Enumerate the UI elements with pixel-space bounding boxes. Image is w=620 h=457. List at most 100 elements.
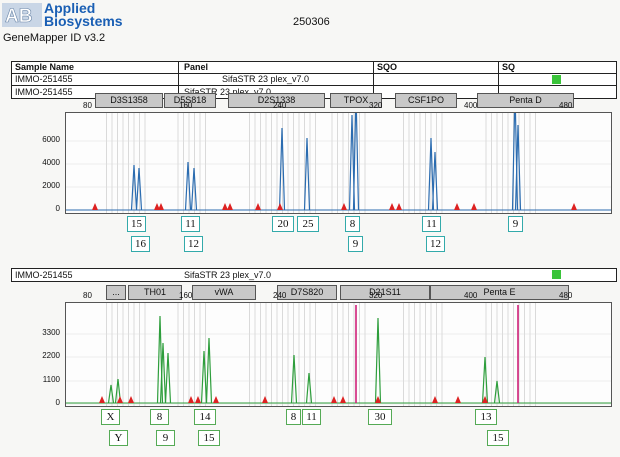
- x-tick-label: 400: [464, 101, 478, 110]
- allele-call-label[interactable]: X: [101, 409, 120, 425]
- size-standard-marker: [99, 396, 105, 403]
- x-tick-label: 240: [273, 101, 287, 110]
- col-sample-name: Sample Name: [15, 62, 75, 72]
- allele-call-label[interactable]: 12: [184, 236, 203, 252]
- allele-call-label[interactable]: 16: [131, 236, 150, 252]
- peak: [135, 167, 143, 211]
- x-tick-label: 480: [559, 101, 573, 110]
- allele-call-label[interactable]: 15: [198, 430, 220, 446]
- trace-svg: [66, 303, 611, 406]
- brand-line-2: Biosystems: [44, 13, 123, 29]
- x-tick-label: 160: [179, 291, 193, 300]
- size-standard-marker: [455, 396, 461, 403]
- applied-biosystems-logo: AB: [2, 3, 42, 27]
- marker-vwa: vWA: [192, 285, 256, 300]
- panel-divider: [373, 86, 374, 98]
- y-tick-label: 4000: [42, 158, 60, 167]
- brand-line-1: Applied: [44, 0, 96, 16]
- allele-call-label[interactable]: 15: [487, 430, 509, 446]
- panel-divider: [498, 86, 499, 98]
- trace-plot[interactable]: [65, 112, 612, 214]
- size-standard-marker: [571, 203, 577, 210]
- app-name: GeneMapper ID v3.2: [3, 32, 106, 44]
- sample-table: Sample Name Panel SQO SQ IMMO-251455 Sif…: [11, 61, 617, 86]
- peak: [190, 167, 198, 211]
- x-tick-label: 320: [369, 101, 383, 110]
- sq-status-indicator: [552, 75, 561, 84]
- size-standard-marker: [188, 396, 194, 403]
- marker-penta-d: Penta D: [477, 93, 574, 108]
- size-standard-marker: [277, 203, 283, 210]
- y-tick-label: 2200: [42, 351, 60, 360]
- size-standard-marker: [331, 396, 337, 403]
- allele-call-label[interactable]: 12: [426, 236, 445, 252]
- allele-call-label[interactable]: 11: [302, 409, 321, 425]
- allele-call-label[interactable]: 15: [127, 216, 146, 232]
- peak: [164, 352, 172, 404]
- trace-plot[interactable]: [65, 302, 612, 407]
- marker-d7s820: D7S820: [277, 285, 337, 300]
- size-standard-marker: [471, 203, 477, 210]
- allele-call-label[interactable]: 8: [345, 216, 360, 232]
- allele-call-label[interactable]: 13: [475, 409, 497, 425]
- size-standard-marker: [213, 396, 219, 403]
- marker-d5s818: D5S818: [164, 93, 216, 108]
- col-panel: Panel: [184, 62, 209, 72]
- allele-call-label[interactable]: 11: [181, 216, 200, 232]
- panel-2-kit: SifaSTR 23 plex_v7.0: [184, 270, 272, 280]
- x-tick-label: 480: [559, 291, 573, 300]
- peak: [305, 372, 313, 404]
- peak: [493, 380, 501, 404]
- sample-name-value: IMMO-251455: [15, 74, 73, 84]
- panel-1-sample: IMMO-251455: [15, 87, 73, 97]
- peak: [184, 161, 192, 211]
- x-tick-label: 400: [464, 291, 478, 300]
- size-standard-marker: [454, 203, 460, 210]
- panel-divider: [178, 86, 179, 98]
- allele-call-label[interactable]: 8: [150, 409, 169, 425]
- size-standard-marker: [154, 203, 160, 210]
- trace-svg: [66, 113, 611, 213]
- allele-call-label[interactable]: 9: [156, 430, 175, 446]
- peak: [278, 127, 286, 211]
- allele-call-label[interactable]: 30: [368, 409, 392, 425]
- y-tick-label: 6000: [42, 135, 60, 144]
- size-standard-marker: [432, 396, 438, 403]
- peak: [114, 378, 122, 404]
- size-standard-marker: [389, 203, 395, 210]
- y-tick-label: 1100: [42, 375, 60, 384]
- size-standard-marker: [158, 203, 164, 210]
- allele-call-label[interactable]: 14: [194, 409, 216, 425]
- peak: [303, 137, 311, 211]
- allele-call-label[interactable]: 9: [348, 236, 363, 252]
- allele-call-label[interactable]: Y: [109, 430, 128, 446]
- peak: [205, 337, 213, 404]
- marker-th01: TH01: [128, 285, 182, 300]
- peak: [514, 124, 522, 211]
- peak: [374, 317, 382, 404]
- marker-d3s1358: D3S1358: [95, 93, 163, 108]
- size-standard-marker: [340, 396, 346, 403]
- size-standard-marker: [255, 203, 261, 210]
- peak: [200, 350, 208, 404]
- marker-d2s1338: D2S1338: [228, 93, 325, 108]
- allele-call-label[interactable]: 25: [297, 216, 319, 232]
- table-row[interactable]: IMMO-251455 SifaSTR 23 plex_v7.0: [12, 74, 616, 85]
- marker-penta-e: Penta E: [430, 285, 569, 300]
- allele-call-label[interactable]: 8: [286, 409, 301, 425]
- allele-call-label[interactable]: 9: [508, 216, 523, 232]
- svg-text:AB: AB: [5, 6, 32, 27]
- col-sqo: SQO: [377, 62, 398, 72]
- x-tick-label: 80: [83, 291, 92, 300]
- allele-call-label[interactable]: 11: [422, 216, 441, 232]
- y-tick-label: 0: [55, 398, 60, 407]
- panel-2-header: IMMO-251455 SifaSTR 23 plex_v7.0: [11, 268, 617, 282]
- table-divider: [498, 62, 499, 85]
- table-divider: [373, 62, 374, 85]
- marker-more-button[interactable]: ...: [106, 285, 126, 300]
- peak: [427, 137, 435, 211]
- allele-call-label[interactable]: 20: [272, 216, 294, 232]
- x-tick-label: 320: [369, 291, 383, 300]
- size-standard-marker: [195, 396, 201, 403]
- x-tick-label: 240: [273, 291, 287, 300]
